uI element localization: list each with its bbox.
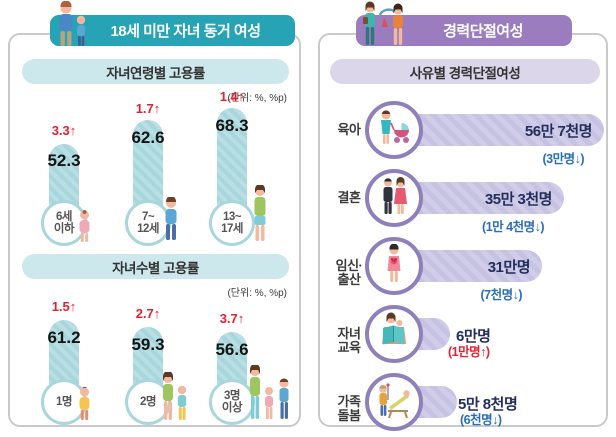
value-label: 35만 3천명 xyxy=(484,190,553,208)
left-badge-label: 18세 미만 자녀 동거 여성 xyxy=(110,23,261,40)
category-bubble: 6세 이하 xyxy=(41,200,87,246)
right-badge-label: 경력단절여성 xyxy=(443,23,523,40)
panel-children-under-18: 자녀연령별 고용률 (단위: %, %p) 3.3↑ 52.3 6세 이하 1.… xyxy=(8,33,301,427)
change-label: (1만명↑) xyxy=(448,345,490,359)
category-bubble: 7~ 12세 xyxy=(125,200,171,246)
unit-label: (단위: %, %p) xyxy=(227,93,287,104)
value-label: 61.2 xyxy=(47,328,81,347)
reading-book-icon xyxy=(374,312,414,357)
change-label: (6천명↓) xyxy=(460,413,502,427)
value-label: 56만 7천명 xyxy=(524,122,593,140)
row-label-marriage: 결혼 xyxy=(337,190,361,205)
family-figures-icon xyxy=(247,364,295,428)
mother-and-child-figure-icon xyxy=(161,371,189,429)
value-label: 31만명 xyxy=(487,258,531,276)
parent-and-child-icon xyxy=(54,0,90,51)
row-label-childcare: 육아 xyxy=(337,122,361,137)
category-bubble: 13~ 17세 xyxy=(209,200,255,246)
circle-child-education xyxy=(365,305,423,363)
value-label: 5만 8천명 xyxy=(458,396,518,413)
header-badge-career-interrupted-women: 경력단절여성 xyxy=(356,1,572,46)
unit-label: (단위: %, %p) xyxy=(227,288,287,299)
panel-career-interrupted-women: 사유별 경력단절여성 육아 56만 7천명 (3만명↓) 결혼 35만 3천명 … xyxy=(318,33,608,431)
change-label: 3.7↑ xyxy=(219,311,245,326)
toddler-figure-icon xyxy=(76,210,93,249)
row-label-child-education: 자녀 교육 xyxy=(337,326,361,355)
child-figure-icon xyxy=(76,386,93,428)
caregiving-icon xyxy=(374,380,414,425)
change-label: (7천명↓) xyxy=(480,288,522,302)
boy-figure-icon xyxy=(162,196,180,248)
change-label: 1.4↑ xyxy=(219,89,245,104)
change-label: 1.7↑ xyxy=(135,101,161,116)
wedding-couple-icon xyxy=(374,176,414,221)
row-label-pregnancy-birth: 임신· 출산 xyxy=(335,258,363,287)
stroller-icon xyxy=(374,108,414,153)
value-label: 6만명 xyxy=(456,328,491,345)
change-label: (3만명↓) xyxy=(542,152,584,166)
section-title-employment-by-number-of-children: 자녀수별 고용률 xyxy=(22,254,289,279)
value-label: 56.6 xyxy=(215,340,249,359)
circle-family-care xyxy=(365,373,423,431)
change-label: (1만 4천명↓) xyxy=(482,220,544,234)
section-title-career-break-by-reason: 사유별 경력단절여성 xyxy=(330,59,600,84)
circle-childcare xyxy=(365,101,423,159)
change-label: 2.7↑ xyxy=(135,306,161,321)
value-label: 62.6 xyxy=(131,128,165,147)
row-label-family-care: 가족 돌봄 xyxy=(337,394,361,423)
bar-childcare: 56만 7천명 xyxy=(390,114,604,146)
value-label: 68.3 xyxy=(215,116,249,135)
change-label: 1.5↑ xyxy=(51,299,77,314)
teen-girl-figure-icon xyxy=(250,184,270,248)
header-badge-women-with-children: 18세 미만 자녀 동거 여성 xyxy=(50,0,295,46)
pregnant-woman-icon xyxy=(374,243,414,289)
value-label: 52.3 xyxy=(47,151,81,170)
category-bubble: 1명 xyxy=(41,379,87,425)
change-label: 3.3↑ xyxy=(51,123,77,138)
value-label: 59.3 xyxy=(131,335,165,354)
category-bubble: 3명 이상 xyxy=(209,379,255,425)
circle-pregnancy-birth xyxy=(365,237,423,295)
circle-marriage xyxy=(365,169,423,227)
section-title-employment-by-child-age: 자녀연령별 고용률 xyxy=(22,59,289,84)
two-women-arrow-icon xyxy=(360,1,410,51)
